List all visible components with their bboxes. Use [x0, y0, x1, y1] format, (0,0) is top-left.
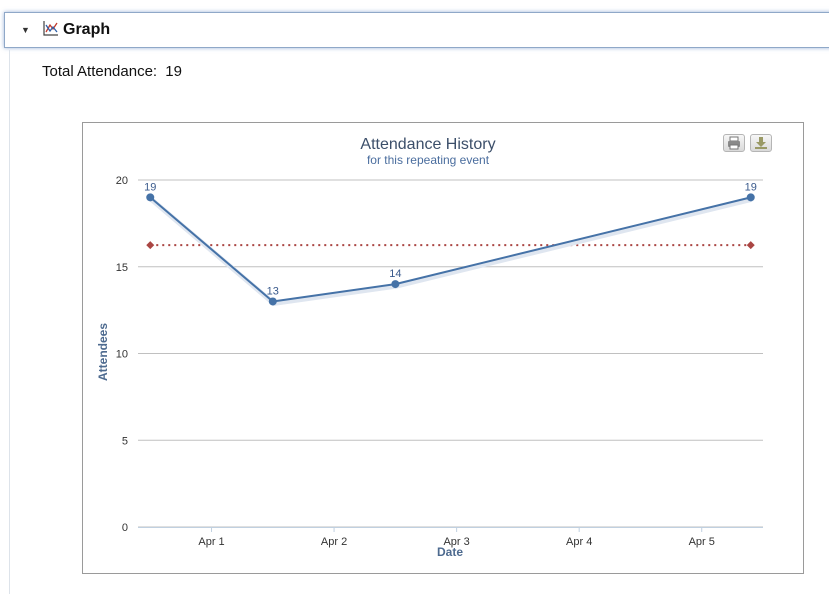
chart-subtitle: for this repeating event: [367, 153, 490, 167]
line-chart-icon: [43, 21, 58, 36]
average-line: [146, 241, 755, 250]
attendance-chart: 0 5 10 15 20 Apr 1 Apr 2 Apr 3 Apr 4 Apr 5 Attend…: [82, 122, 804, 574]
total-attendance-label: Total Attendance:: [42, 63, 158, 80]
panel-body-border: [9, 50, 10, 594]
y-axis-title: Attendees: [96, 323, 110, 381]
download-icon: [755, 137, 767, 149]
chart-canvas: 0 5 10 15 20 Apr 1 Apr 2 Apr 3 Apr 4 Apr 5 Attend…: [96, 136, 763, 559]
y-tick-label: 20: [116, 175, 128, 187]
data-point[interactable]: [391, 280, 400, 289]
graph-panel-header[interactable]: ▼ Graph: [4, 12, 829, 48]
printer-icon: [728, 136, 740, 150]
average-marker: [746, 241, 755, 250]
series-line-shadow: [149, 196, 753, 306]
x-tick-label: Apr 2: [321, 536, 347, 548]
grid-lines: [138, 179, 763, 528]
y-tick-label: 15: [116, 262, 128, 274]
y-tick-label: 0: [122, 522, 128, 534]
x-tick-label: Apr 5: [689, 536, 715, 548]
data-label: 19: [745, 181, 757, 193]
axes: 0 5 10 15 20 Apr 1 Apr 2 Apr 3 Apr 4 Apr 5: [116, 175, 763, 548]
average-marker: [146, 241, 155, 250]
x-axis-title: Date: [437, 545, 463, 559]
print-button[interactable]: [723, 134, 745, 152]
series-attendees: 19 13 14 19: [144, 181, 757, 306]
x-tick-label: Apr 4: [566, 536, 592, 548]
data-label: 13: [267, 285, 279, 297]
data-point[interactable]: [146, 193, 155, 202]
data-label: 14: [389, 268, 401, 280]
chart-title: Attendance History: [360, 136, 495, 153]
total-attendance-value: 19: [165, 63, 182, 80]
y-tick-label: 10: [116, 349, 128, 361]
data-point[interactable]: [746, 193, 755, 202]
data-point[interactable]: [268, 297, 277, 306]
panel-title: Graph: [63, 21, 111, 38]
download-button[interactable]: [750, 134, 772, 152]
y-tick-label: 5: [122, 435, 128, 447]
data-label: 19: [144, 181, 156, 193]
x-tick-label: Apr 1: [198, 536, 224, 548]
series-line: [149, 196, 751, 303]
triangle-down-icon[interactable]: ▼: [21, 25, 30, 35]
x-tick-label: Apr 3: [443, 536, 469, 548]
total-attendance: Total Attendance: 19: [42, 63, 182, 80]
